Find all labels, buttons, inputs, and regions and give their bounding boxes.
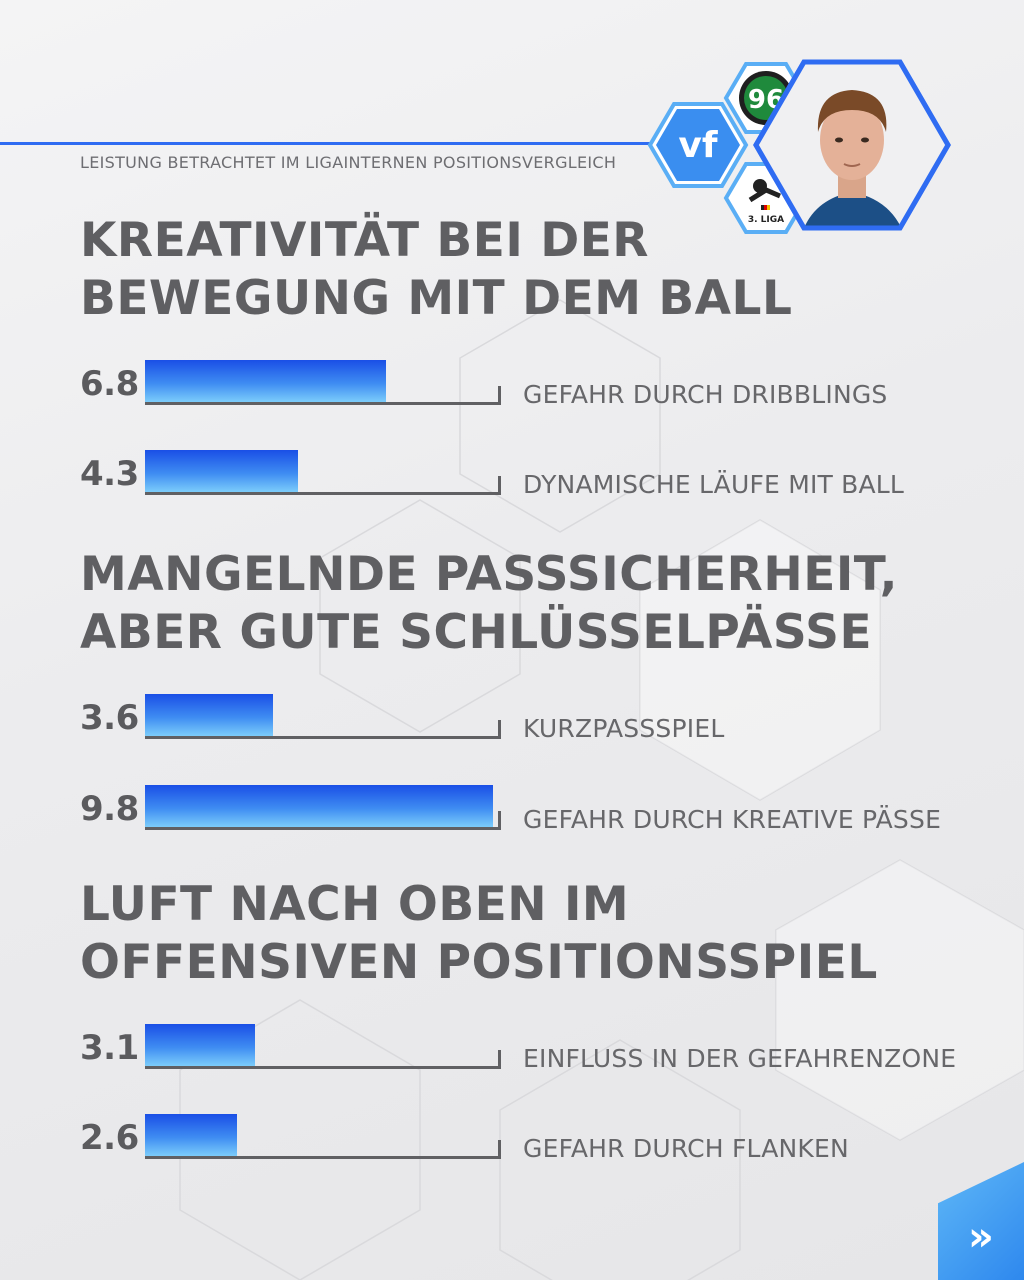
bar-end-tick [498, 720, 501, 739]
bar-baseline [145, 736, 500, 739]
bar-baseline [145, 1156, 500, 1159]
metric-value: 4.3 [80, 454, 139, 494]
bar-baseline [145, 402, 500, 405]
player-portrait [753, 59, 951, 231]
bar-end-tick [498, 476, 501, 495]
metric-value: 6.8 [80, 364, 139, 404]
section-title-positioning: LUFT NACH OBEN IM OFFENSIVEN POSITIONSSP… [80, 877, 878, 990]
double-chevron-right-icon: » [968, 1214, 994, 1260]
bar-end-tick [498, 386, 501, 405]
metric-bar [145, 785, 493, 828]
section-title-passing: MANGELNDE PASSSICHERHEIT, ABER GUTE SCHL… [80, 547, 899, 660]
metric-bar [145, 1024, 255, 1067]
bar-end-tick [498, 811, 501, 830]
svg-text:vf: vf [678, 125, 717, 166]
metric-bar [145, 450, 298, 493]
header-accent-line [0, 142, 700, 145]
page-subtitle: LEISTUNG BETRACHTET IM LIGAINTERNEN POSI… [80, 153, 617, 172]
metric-bar [145, 1114, 237, 1157]
bar-baseline [145, 492, 500, 495]
bar-baseline [145, 1066, 500, 1069]
bar-end-tick [498, 1140, 501, 1159]
metric-value: 3.1 [80, 1028, 139, 1068]
section-title-dribbling: KREATIVITÄT BEI DER BEWEGUNG MIT DEM BAL… [80, 213, 793, 326]
metric-row: 2.6 GEFAHR DURCH FLANKEN [0, 1114, 1024, 1174]
metric-row: 3.6 KURZPASSSPIEL [0, 694, 1024, 754]
header-badges: vf 96 3. LIGA [647, 59, 951, 234]
metric-label: GEFAHR DURCH KREATIVE PÄSSE [523, 805, 942, 834]
bar-end-tick [498, 1050, 501, 1069]
brand-logo: vf [647, 102, 749, 188]
bar-baseline [145, 827, 500, 830]
metric-label: GEFAHR DURCH DRIBBLINGS [523, 380, 888, 409]
metric-label: DYNAMISCHE LÄUFE MIT BALL [523, 470, 905, 499]
metric-row: 6.8 GEFAHR DURCH DRIBBLINGS [0, 360, 1024, 420]
metric-row: 4.3 DYNAMISCHE LÄUFE MIT BALL [0, 450, 1024, 510]
metric-label: KURZPASSSPIEL [523, 714, 725, 743]
metric-value: 3.6 [80, 698, 139, 738]
metric-bar [145, 360, 386, 403]
svg-text:3. LIGA: 3. LIGA [748, 215, 784, 225]
metric-value: 2.6 [80, 1118, 139, 1158]
metric-value: 9.8 [80, 789, 139, 829]
metric-row: 9.8 GEFAHR DURCH KREATIVE PÄSSE [0, 785, 1024, 845]
metric-label: GEFAHR DURCH FLANKEN [523, 1134, 849, 1163]
metric-bar [145, 694, 273, 737]
metric-label: EINFLUSS IN DER GEFAHRENZONE [523, 1044, 957, 1073]
metric-row: 3.1 EINFLUSS IN DER GEFAHRENZONE [0, 1024, 1024, 1084]
